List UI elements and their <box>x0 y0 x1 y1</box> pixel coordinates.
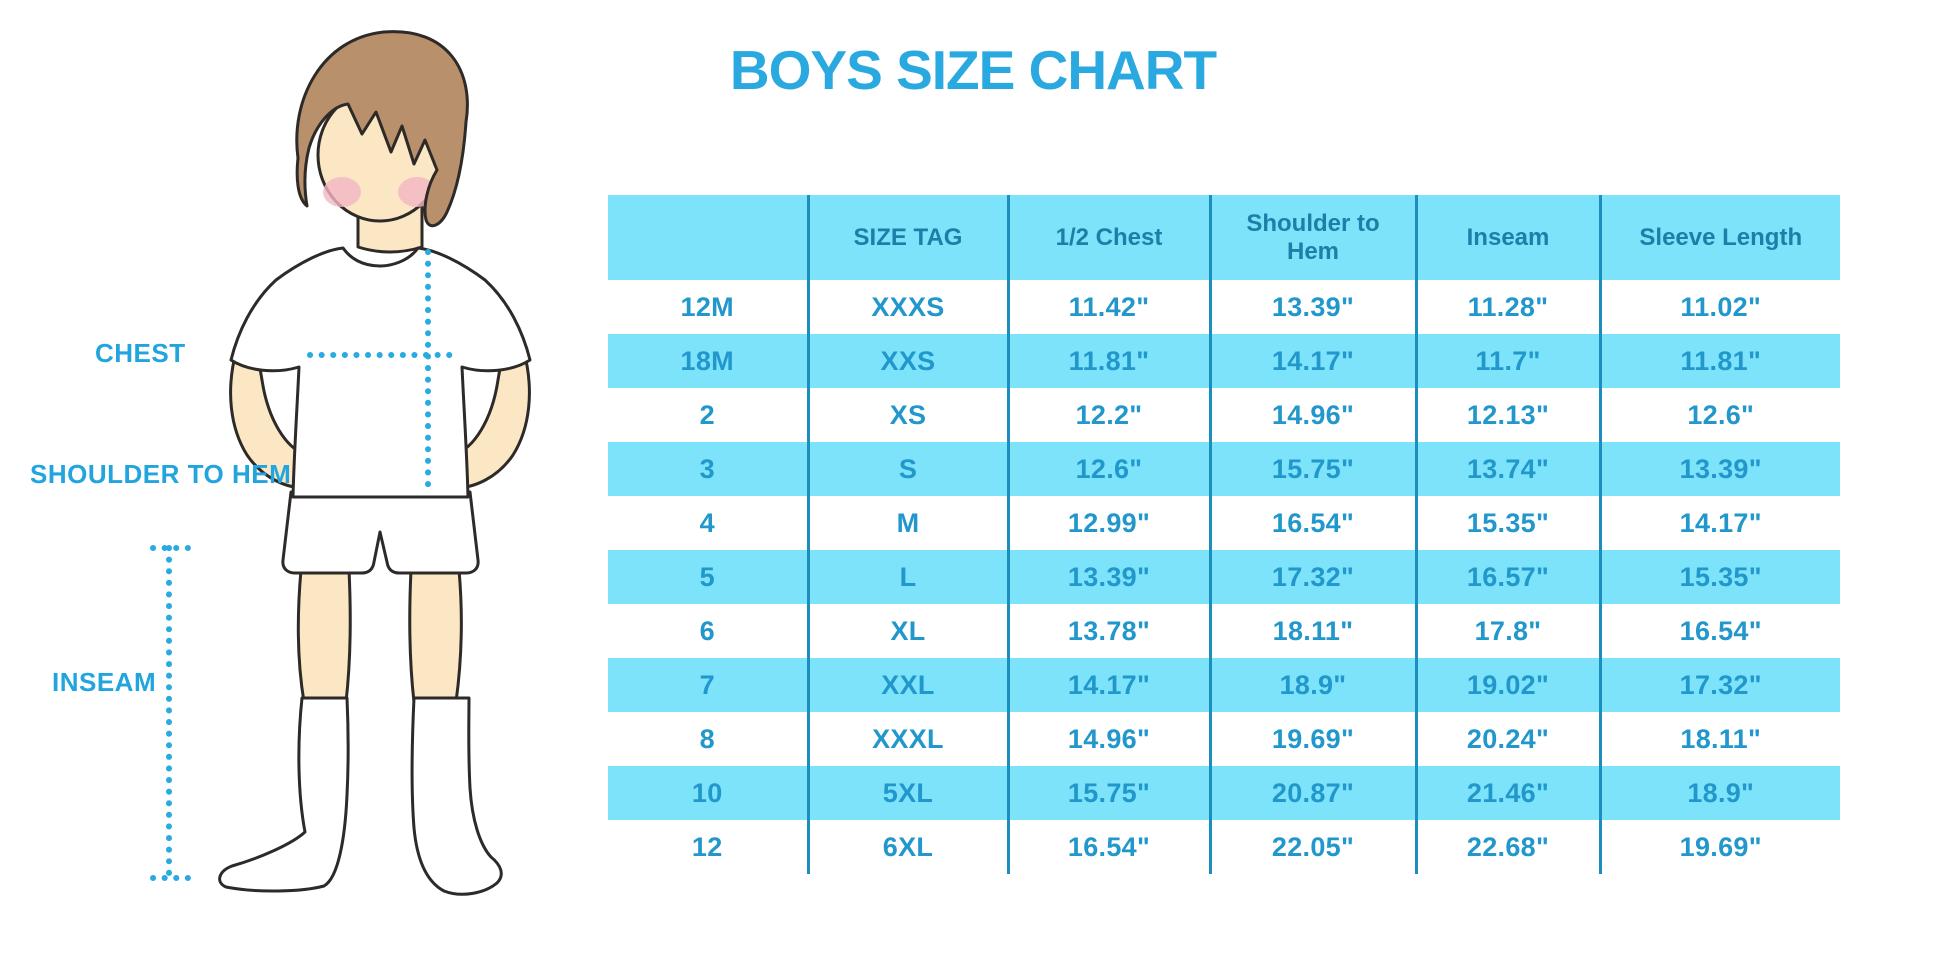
table-cell: M <box>806 496 1008 550</box>
table-cell: 16.54" <box>1006 820 1210 874</box>
header-cell-sleeve-length: Sleeve Length <box>1598 195 1840 280</box>
table-cell: XXXL <box>806 712 1008 766</box>
table-cell: 17.8" <box>1414 604 1600 658</box>
table-row: 10 5XL 15.75" 20.87" 21.46" 18.9" <box>608 766 1840 820</box>
table-cell: 13.78" <box>1006 604 1210 658</box>
table-cell: 12.6" <box>1598 388 1840 442</box>
left-sock <box>218 696 350 893</box>
table-cell: 13.39" <box>1598 442 1840 496</box>
table-row: 5 L 13.39" 17.32" 16.57" 15.35" <box>608 550 1840 604</box>
table-cell: 18.11" <box>1208 604 1416 658</box>
table-cell: 19.69" <box>1208 712 1416 766</box>
header-cell-size <box>608 195 808 280</box>
table-cell: 8 <box>699 723 715 754</box>
table-cell: 12.99" <box>1006 496 1210 550</box>
table-cell: 18.9" <box>1208 658 1416 712</box>
table-row: 4 M 12.99" 16.54" 15.35" 14.17" <box>608 496 1840 550</box>
size-chart-table: SIZE TAG 1/2 Chest Shoulder to Hem Insea… <box>608 195 1840 874</box>
table-cell: XXL <box>806 658 1008 712</box>
table-row: 12 6XL 16.54" 22.05" 22.68" 19.69" <box>608 820 1840 874</box>
table-cell: 16.54" <box>1208 496 1416 550</box>
table-cell: 11.42" <box>1006 280 1210 334</box>
table-cell: 11.81" <box>1598 334 1840 388</box>
table-cell: 14.96" <box>1208 388 1416 442</box>
hair <box>295 30 469 228</box>
shoulder-to-hem-label: SHOULDER TO HEM <box>30 459 292 489</box>
table-row: 12M XXXS 11.42" 13.39" 11.28" 11.02" <box>608 280 1840 334</box>
table-cell: 16.57" <box>1414 550 1600 604</box>
right-leg <box>408 568 463 704</box>
table-cell: 5 <box>608 550 808 604</box>
table-cell: XXXS <box>806 280 1008 334</box>
table-cell: 14.17" <box>1598 496 1840 550</box>
table-cell: 17.32" <box>1598 658 1840 712</box>
table-cell: 2 <box>699 399 715 430</box>
right-sock <box>410 696 503 896</box>
table-cell: L <box>806 550 1008 604</box>
table-cell: 14.17" <box>1006 658 1210 712</box>
page-title: BOYS SIZE CHART <box>729 39 1217 101</box>
table-cell: 12.13" <box>1414 388 1600 442</box>
table-row: 3 S 12.6" 15.75" 13.74" 13.39" <box>608 442 1840 496</box>
header-row: SIZE TAG 1/2 Chest Shoulder to Hem Insea… <box>608 195 1840 280</box>
table-cell: 6 <box>699 615 715 646</box>
table-cell: 11.81" <box>1006 334 1210 388</box>
table-cell: 11.28" <box>1414 280 1600 334</box>
table-row: 6 XL 13.78" 18.11" 17.8" 16.54" <box>608 604 1840 658</box>
table-cell: 22.68" <box>1414 820 1600 874</box>
table-cell: 17.32" <box>1208 550 1416 604</box>
table-cell: 15.35" <box>1598 550 1840 604</box>
table-cell: 4 <box>699 507 715 538</box>
header-cell-size-tag: SIZE TAG <box>806 195 1008 280</box>
table-row: 18M XXS 11.81" 14.17" 11.7" 11.81" <box>608 334 1840 388</box>
table-cell: 20.24" <box>1414 712 1600 766</box>
table-cell: 14.17" <box>1208 334 1416 388</box>
table-cell: 20.87" <box>1208 766 1416 820</box>
table-cell: 15.75" <box>1208 442 1416 496</box>
shorts <box>281 490 480 575</box>
table-row: 8 XXXL 14.96" 19.69" 20.24" 18.11" <box>608 712 1840 766</box>
table-cell: 6XL <box>806 820 1008 874</box>
table-cell: 14.96" <box>1006 712 1210 766</box>
table-cell: 19.02" <box>1414 658 1600 712</box>
tshirt <box>229 246 532 499</box>
table-cell: 15.75" <box>1006 766 1210 820</box>
table-cell: 18.9" <box>1598 766 1840 820</box>
table-row: 2 XS 12.2" 14.96" 12.13" 12.6" <box>608 388 1840 442</box>
table-cell: S <box>806 442 1008 496</box>
header-cell-shoulder-to-hem: Shoulder to Hem <box>1208 195 1416 280</box>
table-cell: 22.05" <box>1208 820 1416 874</box>
boy-figure-svg <box>150 30 532 896</box>
table-cell: 11.7" <box>1414 334 1600 388</box>
inseam-label: INSEAM <box>52 667 157 697</box>
table-cell: 12M <box>680 291 734 322</box>
left-leg <box>296 568 352 704</box>
table-row: 7 XXL 14.17" 18.9" 19.02" 17.32" <box>608 658 1840 712</box>
table-cell: 12.6" <box>1006 442 1210 496</box>
table-cell: 19.69" <box>1598 820 1840 874</box>
table-cell: 21.46" <box>1414 766 1600 820</box>
table-cell: 18M <box>608 334 808 388</box>
boy-illustration <box>0 0 560 978</box>
table-cell: XL <box>806 604 1008 658</box>
table-cell: 7 <box>608 658 808 712</box>
table-cell: 12 <box>691 831 723 862</box>
table-cell: XXS <box>806 334 1008 388</box>
table-cell: 11.02" <box>1598 280 1840 334</box>
table-cell: 16.54" <box>1598 604 1840 658</box>
table-cell: 3 <box>608 442 808 496</box>
chest-label: CHEST <box>95 338 186 368</box>
table-cell: 15.35" <box>1414 496 1600 550</box>
table-cell: 18.11" <box>1598 712 1840 766</box>
header-cell-inseam: Inseam <box>1414 195 1600 280</box>
left-cheek-blush <box>323 177 361 207</box>
table-cell: 13.39" <box>1208 280 1416 334</box>
table-cell: 5XL <box>806 766 1008 820</box>
table-cell: 13.74" <box>1414 442 1600 496</box>
table-cell: 13.39" <box>1006 550 1210 604</box>
table-cell: 12.2" <box>1006 388 1210 442</box>
header-cell-half-chest: 1/2 Chest <box>1006 195 1210 280</box>
table-cell: 10 <box>608 766 808 820</box>
table-cell: XS <box>806 388 1008 442</box>
